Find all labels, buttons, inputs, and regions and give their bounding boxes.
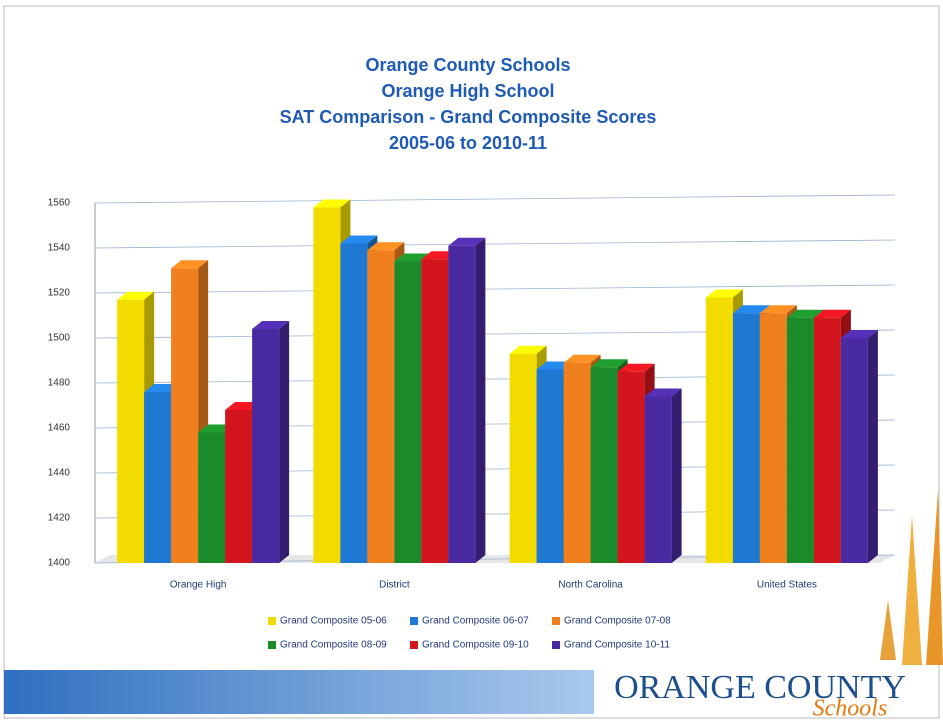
legend-swatch [268,641,276,649]
bar [510,354,537,563]
legend-label: Grand Composite 08-09 [280,640,387,651]
legend-swatch [410,617,418,625]
footer-band [4,670,594,714]
y-tick-label: 1400 [48,558,71,569]
bar [706,298,733,564]
bar [814,318,841,563]
bar [421,259,448,563]
bar [537,370,564,564]
bar [313,208,340,564]
bar [144,392,171,563]
bar [448,246,475,563]
x-tick-label: United States [757,580,817,591]
bar-side [672,389,682,564]
bar [394,262,421,564]
y-tick-label: 1560 [48,198,71,209]
legend-label: Grand Composite 10-11 [564,640,670,651]
logo-sub: Schools [813,696,888,722]
bar [733,313,760,563]
legend-label: Grand Composite 09-10 [422,640,529,651]
x-tick-label: Orange High [170,580,227,591]
x-tick-label: North Carolina [558,580,623,591]
y-tick-label: 1540 [48,243,71,254]
bar-side [279,321,289,563]
chart-title: Orange County Schools [365,55,570,75]
bar [591,367,618,563]
y-tick-label: 1480 [48,378,71,389]
legend-swatch [410,641,418,649]
legend-label: Grand Composite 05-06 [280,616,387,627]
bar [117,300,144,563]
y-tick-label: 1520 [48,288,71,299]
bar [252,329,279,563]
bar [564,363,591,563]
bar [841,338,868,563]
bar [367,250,394,563]
chart-title: Orange High School [381,81,554,101]
legend-swatch [552,641,560,649]
y-tick-label: 1460 [48,423,71,434]
bar [171,268,198,563]
y-tick-label: 1420 [48,513,71,524]
legend-label: Grand Composite 06-07 [422,616,529,627]
legend-swatch [552,617,560,625]
bar-side [868,330,878,563]
slide: ORANGE COUNTY Schools Orange County Scho… [0,0,943,724]
legend-label: Grand Composite 07-08 [564,616,671,627]
chart-title: 2005-06 to 2010-11 [389,133,547,153]
legend-swatch [268,617,276,625]
bar [645,397,672,564]
bar [618,372,645,563]
bar [198,433,225,564]
bar [340,244,367,564]
y-tick-label: 1500 [48,333,71,344]
bar-side [475,238,485,563]
chart-title: SAT Comparison - Grand Composite Scores [280,107,657,127]
bar [787,318,814,563]
bar [760,313,787,563]
y-tick-label: 1440 [48,468,71,479]
bar [225,410,252,563]
x-tick-label: District [379,580,410,591]
